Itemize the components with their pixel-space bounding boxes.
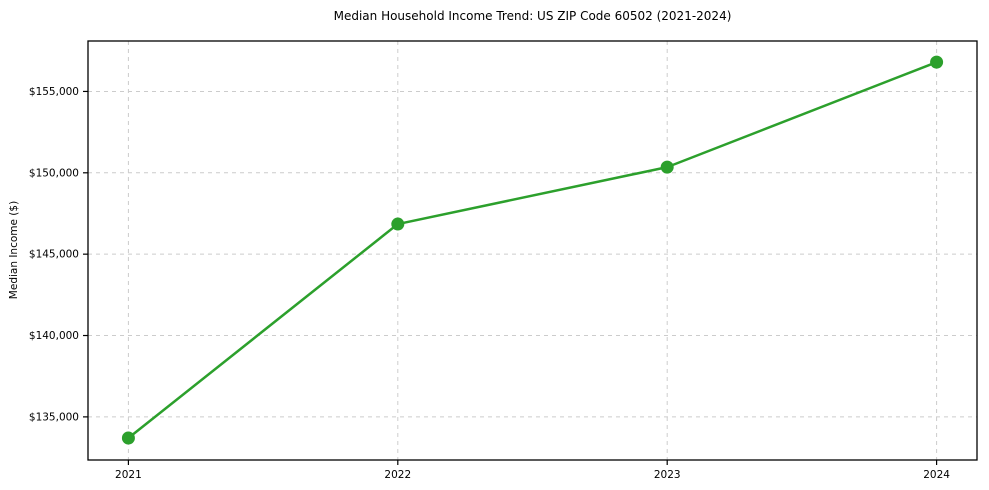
trend-line	[127, 60, 938, 440]
x-tick-label: 2022	[384, 469, 411, 481]
chart-title: Median Household Income Trend: US ZIP Co…	[333, 9, 732, 23]
y-tick-label: $150,000	[29, 167, 79, 179]
x-tick-label: 2021	[115, 469, 142, 481]
data-point-2021	[121, 431, 135, 445]
data-point-2023	[660, 160, 674, 174]
y-tick-label: $145,000	[29, 249, 79, 261]
y-tick-label: $155,000	[29, 86, 79, 98]
y-tick-label: $140,000	[29, 330, 79, 342]
plot-frame	[87, 40, 978, 461]
x-tick-label: 2024	[923, 469, 950, 481]
data-point-2022	[391, 217, 405, 231]
y-tick-label: $135,000	[29, 411, 79, 423]
x-tick-label: 2023	[654, 469, 681, 481]
data-point-2024	[930, 55, 944, 69]
